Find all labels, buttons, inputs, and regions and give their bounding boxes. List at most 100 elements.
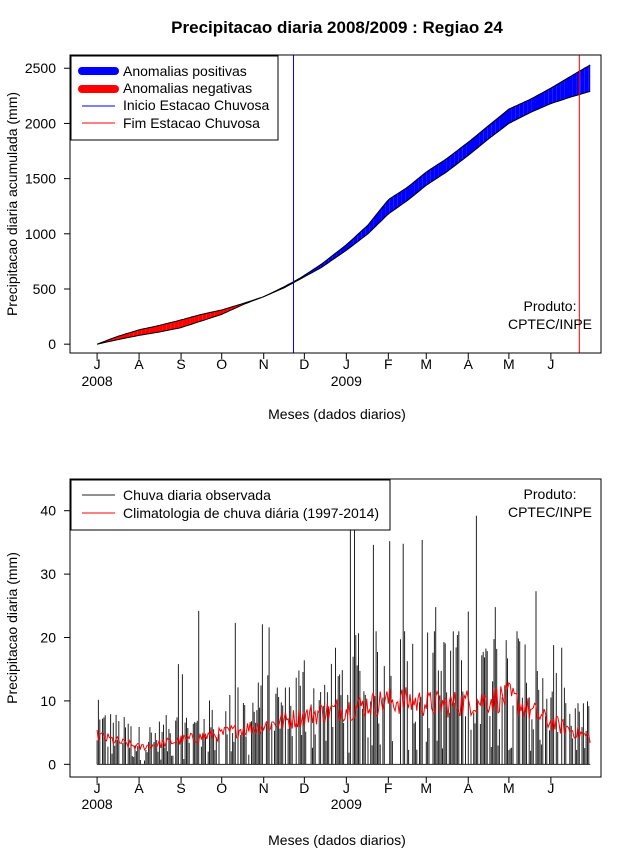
bottom-y-tick-label: 30: [40, 566, 56, 582]
negative-anomaly-segment: [190, 316, 195, 325]
top-y-tick-label: 500: [33, 281, 57, 297]
positive-anomaly-segment: [471, 136, 475, 154]
bottom-year-label: 2009: [331, 796, 362, 812]
daily-bars: [96, 515, 591, 765]
positive-anomaly-segment: [552, 84, 557, 104]
positive-anomaly-segment: [572, 72, 577, 97]
top-y-tick-label: 0: [48, 336, 56, 352]
bottom-month-label: S: [176, 780, 185, 796]
chart-title: Precipitacao diaria 2008/2009 : Regiao 2…: [171, 18, 503, 37]
legend-label-negative: Anomalias negativas: [123, 80, 252, 96]
positive-anomaly-segment: [584, 65, 589, 93]
bottom-y-tick-label: 40: [40, 503, 56, 519]
negative-anomaly-segment: [194, 315, 199, 324]
positive-anomaly-segment: [568, 75, 573, 98]
negative-anomaly-segment: [141, 328, 146, 335]
negative-anomaly-segment: [149, 326, 154, 334]
negative-anomaly-segment: [162, 323, 167, 332]
positive-anomaly-segment: [405, 185, 410, 202]
positive-anomaly-segment: [336, 249, 341, 257]
negative-anomaly-segment: [206, 312, 211, 320]
negative-anomaly-segment: [129, 331, 134, 338]
positive-anomaly-segment: [475, 133, 480, 150]
positive-anomaly-segment: [434, 164, 439, 180]
top-month-label: N: [259, 356, 269, 372]
bottom-month-label: N: [259, 780, 269, 796]
positive-anomaly-segment: [523, 100, 528, 116]
bottom-month-label: J: [94, 780, 101, 796]
top-y-tick-label: 2500: [25, 60, 56, 76]
top-month-label: J: [94, 356, 101, 372]
positive-anomaly-segment: [320, 261, 325, 268]
bottom-y-tick-label: 0: [48, 756, 56, 772]
positive-anomaly-segment: [483, 126, 488, 144]
positive-anomaly-segment: [560, 80, 565, 101]
top-plot-frame: [69, 54, 602, 354]
bottom-month-label: J: [547, 780, 554, 796]
negative-anomaly-segment: [214, 310, 219, 317]
positive-anomaly-segment: [426, 169, 431, 186]
bottom-year-label: 2008: [82, 796, 113, 812]
negative-anomaly-segment: [137, 329, 142, 336]
negative-anomaly-segment: [170, 321, 175, 330]
top-year-label: 2008: [82, 373, 113, 389]
legend-label-observed: Chuva diaria observada: [123, 487, 271, 503]
negative-anomaly-segment: [166, 322, 171, 331]
bottom-month-label: A: [464, 780, 474, 796]
positive-anomaly-segment: [332, 252, 337, 260]
legend-label-positive: Anomalias positivas: [123, 63, 247, 79]
positive-anomaly-segment: [511, 106, 516, 122]
negative-anomaly-segment: [182, 318, 187, 328]
negative-anomaly-segment: [133, 330, 138, 337]
legend-label-end: Fim Estacao Chuvosa: [123, 115, 260, 131]
negative-anomaly-segment: [210, 311, 215, 318]
positive-anomaly-segment: [588, 64, 591, 92]
positive-anomaly-segment: [422, 172, 427, 189]
positive-anomaly-segment: [397, 190, 402, 208]
positive-anomaly-segment: [401, 188, 406, 205]
positive-anomaly-segment: [479, 130, 484, 147]
top-legend: Anomalias positivas Anomalias negativas …: [70, 55, 279, 141]
bottom-x-axis-label: Meses (dados diarios): [268, 832, 406, 848]
negative-anomaly-segment: [198, 314, 203, 322]
bottom-y-axis: 0 10 20 30 40: [40, 503, 70, 772]
positive-anomaly-segment: [345, 242, 349, 252]
positive-anomaly-segment: [324, 258, 329, 266]
bottom-plot-frame: [69, 478, 602, 778]
climatology-line: [96, 681, 591, 752]
positive-anomaly-segment: [328, 255, 333, 263]
positive-anomaly-segment: [527, 98, 532, 114]
top-month-label: S: [176, 356, 185, 372]
positive-anomaly-segment: [564, 77, 569, 100]
bottom-month-label: D: [299, 780, 309, 796]
bottom-credit-line1: Produto:: [524, 486, 577, 502]
positive-anomaly-segment: [430, 166, 435, 183]
top-month-label: O: [216, 356, 227, 372]
top-credit-line2: CPTEC/INPE: [508, 316, 592, 332]
legend-label-climatology: Climatologia de chuva diária (1997-2014): [123, 505, 379, 521]
top-x-axis-label: Meses (dados diarios): [268, 406, 406, 422]
positive-anomaly-segment: [499, 113, 504, 131]
bottom-y-tick-label: 10: [40, 693, 56, 709]
top-y-axis: 0 500 1000 1500 2000 2500: [25, 60, 70, 352]
bottom-month-label: F: [384, 780, 393, 796]
positive-anomaly-segment: [410, 181, 415, 199]
top-y-tick-label: 1000: [25, 226, 56, 242]
top-month-label: M: [420, 356, 432, 372]
top-credit-line1: Produto:: [524, 298, 577, 314]
top-month-label: M: [503, 356, 515, 372]
bottom-month-label: J: [343, 780, 350, 796]
climatology-cumulative-line: [96, 90, 591, 345]
bottom-month-label: O: [216, 780, 227, 796]
positive-anomaly-segment: [531, 96, 536, 112]
positive-anomaly-segment: [414, 178, 419, 196]
positive-anomaly-segment: [316, 264, 321, 271]
top-month-label: A: [464, 356, 474, 372]
top-y-tick-label: 2000: [25, 115, 56, 131]
positive-anomaly-segment: [454, 149, 459, 166]
positive-anomaly-segment: [462, 143, 467, 160]
